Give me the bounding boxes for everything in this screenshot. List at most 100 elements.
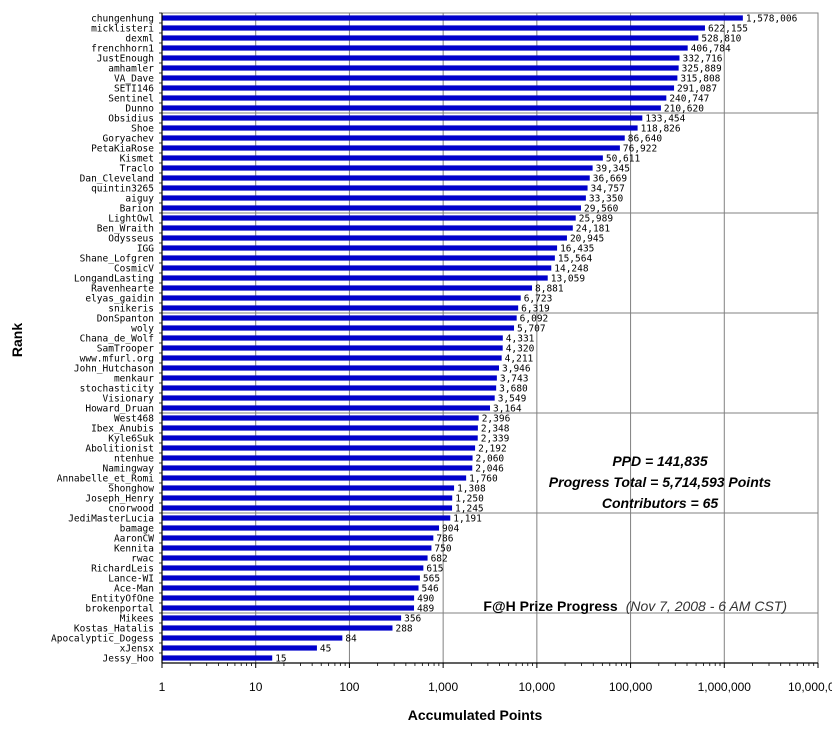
- category-label: Traclo: [120, 163, 155, 174]
- value-label: 528,810: [701, 33, 741, 44]
- value-label: 325,889: [682, 63, 722, 74]
- contributors-annotation: Contributors = 65: [602, 495, 719, 511]
- bar: [162, 255, 555, 261]
- category-label: LongandLasting: [74, 273, 154, 284]
- bar: [162, 135, 625, 141]
- bar: [162, 425, 478, 431]
- bar: [162, 595, 415, 601]
- value-label: 34,757: [591, 183, 625, 194]
- value-label: 3,743: [500, 373, 529, 384]
- category-label: menkaur: [114, 373, 154, 384]
- bar: [162, 445, 476, 451]
- value-label: 45: [320, 643, 331, 654]
- bar: [162, 475, 467, 481]
- value-label: 16,435: [560, 243, 594, 254]
- bar: [162, 235, 567, 241]
- value-label: 1,578,006: [746, 13, 798, 24]
- bar: [162, 565, 424, 571]
- value-label: 288: [395, 623, 412, 634]
- value-label: 291,087: [677, 83, 717, 94]
- category-label: Abolitionist: [85, 443, 154, 454]
- category-label: Chana_de_Wolf: [80, 333, 154, 344]
- bar: [162, 625, 393, 631]
- bar: [162, 345, 503, 351]
- category-label: SamTrooper: [97, 343, 154, 354]
- bar: [162, 605, 415, 611]
- bar: [162, 185, 588, 191]
- value-label: 36,669: [593, 173, 628, 184]
- value-label: 50,611: [606, 153, 641, 164]
- bar: [162, 505, 453, 511]
- value-label: 546: [422, 583, 439, 594]
- value-label: 29,560: [584, 203, 619, 214]
- category-label: Goryachev: [103, 133, 155, 144]
- x-tick-label: 1,000,000: [698, 680, 752, 694]
- category-label: Mikees: [120, 613, 154, 624]
- value-label: 3,164: [493, 403, 522, 414]
- category-label: quintin3265: [91, 183, 154, 194]
- value-label: 622,155: [708, 23, 748, 34]
- category-label: DonSpanton: [97, 313, 154, 324]
- category-label: Kostas_Hatalis: [74, 623, 154, 634]
- value-label: 1,250: [455, 493, 484, 504]
- bar: [162, 95, 667, 101]
- value-label: 4,211: [505, 353, 534, 364]
- category-label: stochasticity: [80, 383, 155, 394]
- category-label: Kennita: [114, 543, 154, 554]
- category-label: West468: [114, 413, 154, 424]
- category-label: dexml: [125, 33, 154, 44]
- category-label: woly: [131, 323, 154, 334]
- x-tick-label: 1,000: [428, 680, 458, 694]
- bar: [162, 535, 434, 541]
- bar: [162, 385, 497, 391]
- bar: [162, 645, 317, 651]
- bar: [162, 85, 675, 91]
- category-label: Sentinel: [108, 93, 154, 104]
- bar: [162, 65, 679, 71]
- bar: [162, 275, 548, 281]
- x-tick-label: 10,000: [519, 680, 556, 694]
- bar: [162, 25, 705, 31]
- bar: [162, 265, 552, 271]
- x-tick-label: 1: [159, 680, 166, 694]
- value-label: 33,350: [589, 193, 624, 204]
- category-label: ntenhue: [114, 453, 154, 464]
- value-label: 2,339: [481, 433, 510, 444]
- bar: [162, 635, 343, 641]
- bar: [162, 575, 420, 581]
- bar: [162, 115, 643, 121]
- category-label: cnorwood: [108, 503, 154, 514]
- bar: [162, 355, 502, 361]
- bar: [162, 615, 402, 621]
- value-label: 15,564: [558, 253, 593, 264]
- value-label: 6,319: [521, 303, 550, 314]
- bar: [162, 285, 533, 291]
- value-label: 406,784: [691, 43, 731, 54]
- bar: [162, 585, 419, 591]
- value-label: 682: [431, 553, 448, 564]
- bar: [162, 195, 586, 201]
- category-label: Apocalyptic_Dogess: [51, 633, 154, 644]
- bar: [162, 155, 603, 161]
- value-label: 2,060: [476, 453, 505, 464]
- value-label: 1,760: [469, 473, 498, 484]
- category-label: Ravenhearte: [91, 283, 154, 294]
- category-label: Barion: [120, 203, 154, 214]
- category-label: RichardLeis: [91, 563, 154, 574]
- value-label: 86,640: [628, 133, 663, 144]
- category-label: Visionary: [103, 393, 155, 404]
- category-label: brokenportal: [85, 603, 154, 614]
- caption-date: (Nov 7, 2008 - 6 AM CST): [626, 598, 787, 614]
- value-label: 13,059: [551, 273, 586, 284]
- axis-layer: [159, 12, 819, 668]
- value-label: 4,331: [506, 333, 535, 344]
- value-label: 3,549: [498, 393, 527, 404]
- value-label: 4,320: [506, 343, 535, 354]
- value-label: 332,716: [682, 53, 722, 64]
- value-label: 133,454: [645, 113, 685, 124]
- category-label: Shane_Lofgren: [80, 253, 154, 264]
- value-label: 240,747: [669, 93, 709, 104]
- category-label: Dan_Cleveland: [80, 173, 154, 184]
- category-label: aiguy: [125, 193, 154, 204]
- value-label: 2,046: [475, 463, 504, 474]
